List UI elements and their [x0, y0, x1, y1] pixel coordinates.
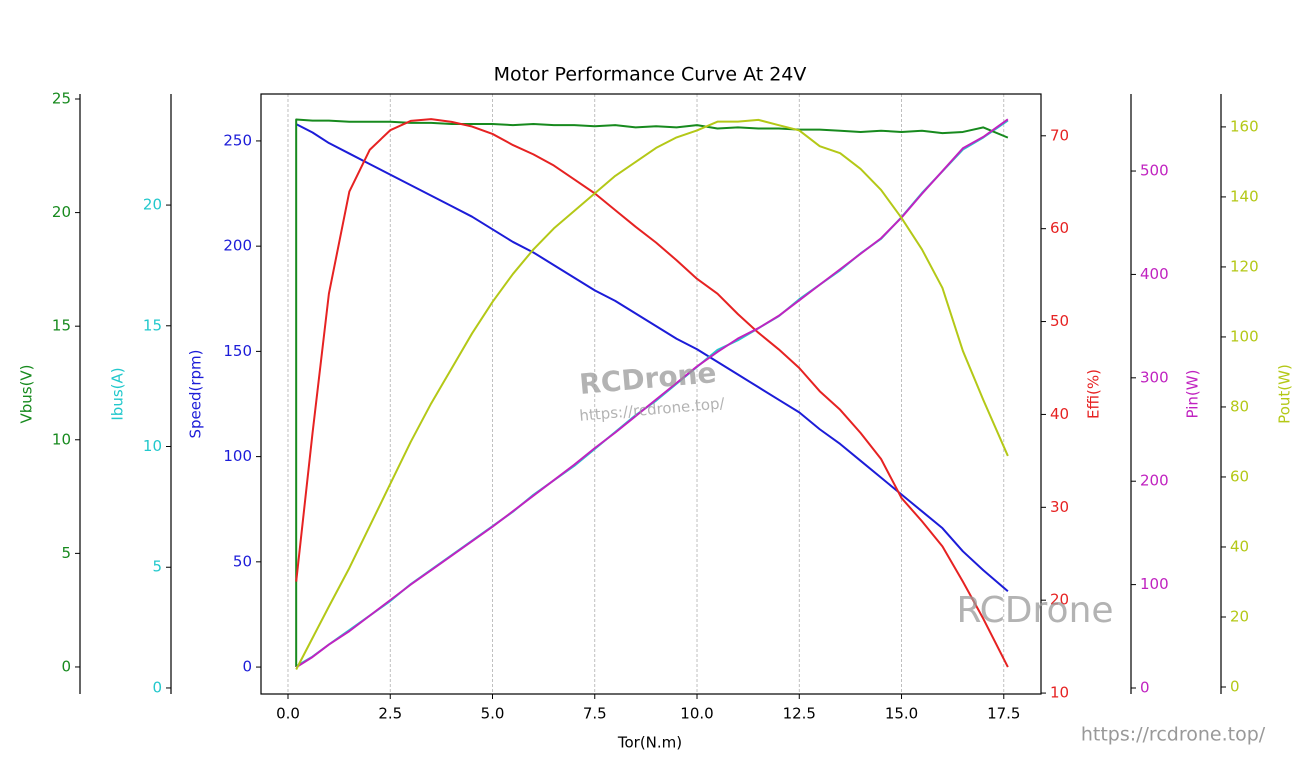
- watermark: https://rcdrone.top/: [1081, 724, 1266, 746]
- y-tick-label: 300: [1140, 368, 1169, 386]
- y-tick-label: 10: [143, 437, 162, 455]
- x-tick-label: 5.0: [481, 705, 505, 723]
- y-tick-label: 150: [223, 342, 252, 360]
- y-tick-label: 250: [223, 131, 252, 149]
- y-tick-label: 60: [1230, 467, 1249, 485]
- series-line: [295, 118, 1009, 668]
- y-tick-label: 30: [1050, 498, 1069, 516]
- y-tick-label: 50: [233, 552, 252, 570]
- y-tick-label: 500: [1140, 162, 1169, 180]
- y-tick-label: 200: [1140, 472, 1169, 490]
- y-tick-label: 15: [52, 317, 71, 335]
- y-tick-label: 5: [61, 544, 71, 562]
- chart-title: Motor Performance Curve At 24V: [494, 64, 807, 86]
- y-tick-label: 400: [1140, 265, 1169, 283]
- axes-group: 0.0 2.5 5.0 7.5 10.0 12.5 15.0 17.5050100150200…: [18, 89, 1294, 722]
- x-axis-label: Tor(N.m): [617, 734, 682, 752]
- y-tick-label: 160: [1230, 117, 1259, 135]
- y-axis-label: Pin(W): [1184, 370, 1202, 419]
- y-tick-label: 60: [1050, 219, 1069, 237]
- y-tick-label: 20: [1050, 591, 1069, 609]
- plot-frame: [260, 93, 1042, 695]
- y-axis-label: Speed(rpm): [187, 349, 205, 438]
- watermark: RCDrone: [956, 590, 1113, 631]
- y-tick-label: 70: [1050, 126, 1069, 144]
- y-tick-label: 120: [1230, 257, 1259, 275]
- y-tick-label: 140: [1230, 187, 1259, 205]
- series-line: [295, 118, 1009, 667]
- y-tick-label: 200: [223, 237, 252, 255]
- y-tick-label: 10: [1050, 684, 1069, 702]
- series-line: [295, 123, 1009, 593]
- y-tick-label: 80: [1230, 397, 1249, 415]
- y-tick-label: 20: [1230, 607, 1249, 625]
- y-tick-label: 0: [242, 658, 252, 676]
- x-tick-label: 0.0: [276, 705, 300, 723]
- y-tick-label: 0: [1140, 679, 1150, 697]
- y-axis-label: Ibus(A): [109, 367, 127, 420]
- y-tick-label: 10: [52, 430, 71, 448]
- y-tick-label: 100: [223, 447, 252, 465]
- x-tick-label: 10.0: [680, 705, 713, 723]
- x-tick-label: 12.5: [783, 705, 816, 723]
- x-tick-label: 17.5: [987, 705, 1020, 723]
- y-tick-label: 100: [1230, 327, 1259, 345]
- y-axis-label: Effi(%): [1085, 369, 1103, 419]
- y-tick-label: 0: [1230, 677, 1240, 695]
- x-tick-label: 15.0: [885, 705, 918, 723]
- y-tick-label: 100: [1140, 575, 1169, 593]
- x-tick-label: 7.5: [583, 705, 607, 723]
- series-line: [295, 118, 1009, 670]
- series-line: [295, 118, 1009, 669]
- y-tick-label: 25: [52, 89, 71, 107]
- y-tick-label: 20: [143, 196, 162, 214]
- x-tick-label: 2.5: [378, 705, 402, 723]
- y-tick-label: 50: [1050, 312, 1069, 330]
- y-tick-label: 40: [1230, 537, 1249, 555]
- y-tick-label: 5: [152, 558, 162, 576]
- series-group: [295, 118, 1009, 670]
- y-tick-label: 40: [1050, 405, 1069, 423]
- y-tick-label: 0: [61, 657, 71, 675]
- y-tick-label: 0: [152, 678, 162, 696]
- y-tick-label: 20: [52, 203, 71, 221]
- y-axis-label: Pout(W): [1276, 364, 1294, 424]
- y-tick-label: 15: [143, 316, 162, 334]
- y-axis-label: Vbus(V): [18, 364, 36, 423]
